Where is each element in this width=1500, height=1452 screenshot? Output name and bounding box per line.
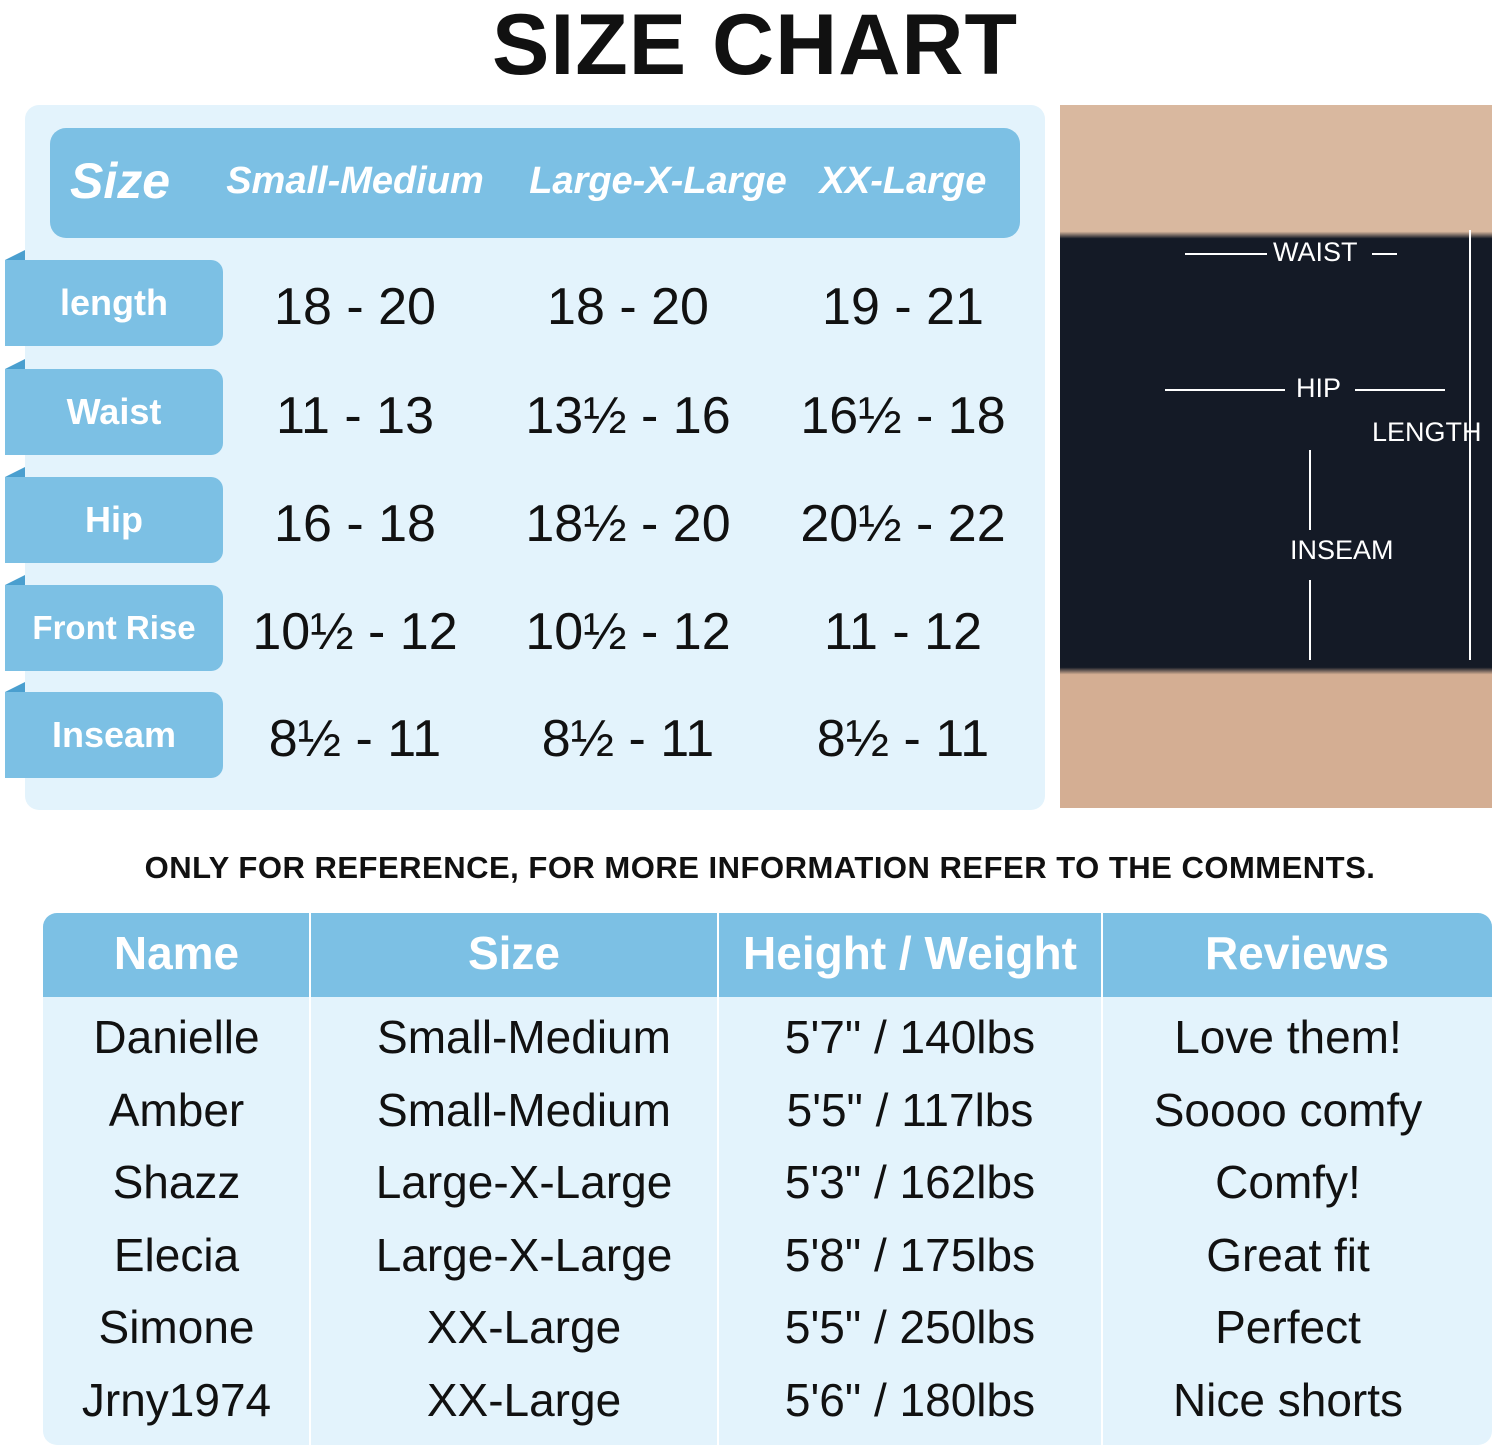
size-value: 8½ - 11 [541, 710, 715, 768]
reviews-table: Name Size Height / Weight Reviews Daniel… [43, 913, 1492, 1445]
table-cell: Danielle [93, 1011, 260, 1063]
table-cell: Comfy! [1215, 1156, 1361, 1209]
size-value: 10½ - 12 [525, 603, 731, 661]
table-cell: 5'5" / 117lbs [786, 1083, 1034, 1136]
header-name: Name [113, 927, 240, 979]
table-cell: Soooo comfy [1153, 1083, 1423, 1136]
row-label: length [5, 250, 223, 346]
row-label: Front Rise [5, 575, 223, 671]
table-cell: Small-Medium [377, 1083, 671, 1136]
table-cell: Jrny1974 [81, 1374, 272, 1426]
table-cell: 5'6" / 180lbs [784, 1374, 1036, 1426]
table-cell: Perfect [1215, 1301, 1361, 1354]
table-cell: Shazz [112, 1156, 241, 1209]
header-small-medium: Small-Medium [226, 160, 484, 202]
table-cell: Nice shorts [1172, 1374, 1404, 1426]
size-value: 11 - 12 [823, 603, 983, 661]
header-size: Size [69, 153, 171, 209]
row-label: Hip [5, 467, 223, 563]
table-cell: XX-Large [426, 1301, 622, 1354]
size-value: 20½ - 22 [800, 495, 1006, 553]
header-reviews: Reviews [1204, 927, 1390, 979]
size-table-header: Size Small-Medium Large-X-Large XX-Large [50, 128, 1020, 238]
size-value: 16 - 18 [274, 495, 436, 553]
table-cell: 5'8" / 175lbs [784, 1228, 1036, 1281]
model-photo: WAIST HIP LENGTH INSEAM [1060, 105, 1492, 808]
size-value: 19 - 21 [822, 278, 984, 336]
photo-label-waist: WAIST [1273, 237, 1358, 267]
table-cell: XX-Large [426, 1374, 622, 1426]
size-value: 10½ - 12 [252, 603, 458, 661]
table-cell: 5'7" / 140lbs [784, 1011, 1036, 1063]
size-value: 8½ - 11 [268, 710, 442, 768]
table-cell: Large-X-Large [375, 1228, 673, 1281]
size-value: 8½ - 11 [816, 710, 990, 768]
table-cell: Great fit [1206, 1228, 1370, 1281]
table-cell: 5'5" / 250lbs [784, 1301, 1036, 1354]
table-cell: Small-Medium [377, 1011, 671, 1063]
photo-label-inseam: INSEAM [1290, 535, 1394, 565]
header-large-x-large: Large-X-Large [529, 160, 787, 202]
header-xx-large: XX-Large [819, 160, 987, 202]
page-title: SIZE CHART [492, 0, 1018, 93]
size-value: 13½ - 16 [525, 387, 731, 445]
table-cell: Love them! [1174, 1011, 1402, 1063]
size-value: 18 - 20 [274, 278, 436, 336]
table-cell: Amber [108, 1083, 245, 1136]
size-value: 18½ - 20 [525, 495, 731, 553]
table-cell: Large-X-Large [375, 1156, 673, 1209]
table-cell: 5'3" / 162lbs [784, 1156, 1036, 1209]
size-value: 16½ - 18 [800, 387, 1006, 445]
header-size: Size [467, 927, 561, 979]
reference-note: ONLY FOR REFERENCE, FOR MORE INFORMATION… [144, 850, 1376, 885]
table-cell: Elecia [113, 1228, 240, 1281]
table-cell: Simone [98, 1301, 255, 1354]
size-value: 11 - 13 [275, 387, 435, 445]
row-label: Waist [5, 359, 223, 455]
reviews-table-header: Name Size Height / Weight Reviews [43, 913, 1492, 997]
photo-label-hip: HIP [1296, 373, 1342, 403]
header-height-weight: Height / Weight [743, 927, 1077, 979]
size-value: 18 - 20 [547, 278, 709, 336]
photo-label-length: LENGTH [1372, 417, 1482, 447]
row-label: Inseam [5, 682, 223, 778]
